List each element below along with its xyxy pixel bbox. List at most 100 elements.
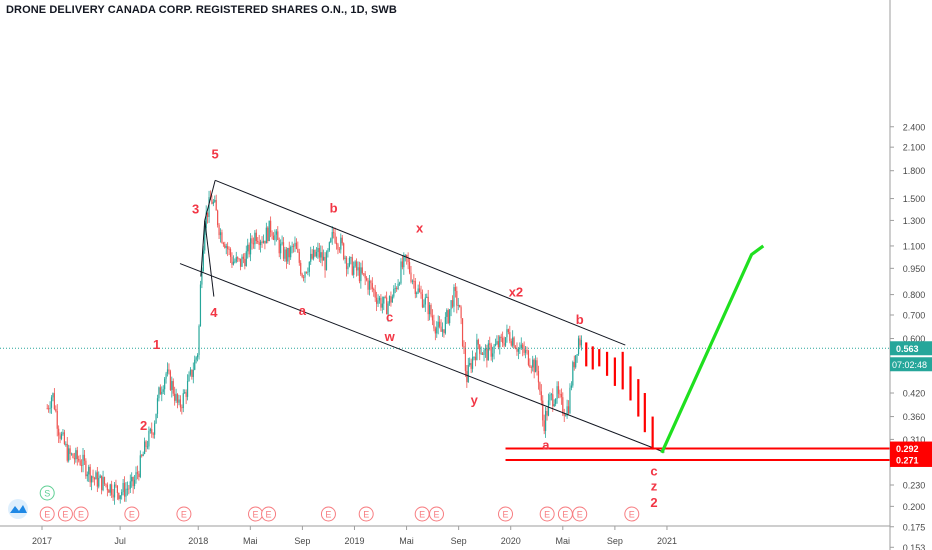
earnings-marker-icon [498, 506, 514, 522]
candle-body [427, 296, 429, 315]
candle-body [576, 354, 578, 356]
candle-body [464, 348, 467, 372]
candle-body [579, 338, 581, 346]
y-tick-label: 0.600 [903, 334, 926, 344]
candle-body [48, 408, 50, 410]
y-tick-label: 0.230 [903, 481, 926, 491]
candle-body [440, 326, 442, 332]
chart-title: DRONE DELIVERY CANADA CORP. REGISTERED S… [6, 4, 397, 16]
logo-circle [8, 499, 28, 519]
candle-body [550, 394, 552, 396]
wave-label: 2 [140, 418, 147, 433]
x-tick-label: Mai [243, 536, 258, 546]
candle-body [224, 244, 226, 248]
candle-body [436, 327, 438, 334]
candle-body [63, 432, 65, 445]
wave-label: 4 [210, 305, 218, 320]
candle-body [338, 249, 340, 251]
x-tick-label: Mai [556, 536, 571, 546]
candle-body [401, 261, 403, 268]
x-tick-label: Mai [399, 536, 414, 546]
level-price-label-bg [890, 452, 932, 467]
wave-label: c [650, 463, 657, 478]
candle-body [257, 240, 259, 243]
candle-body [387, 303, 389, 315]
wave-label: z [651, 478, 658, 493]
wave-line [204, 180, 216, 221]
candle-body [113, 484, 116, 498]
candle-body [524, 350, 527, 353]
candle-body [513, 337, 515, 348]
x-tick-label: 2020 [501, 536, 521, 546]
candle-body [418, 288, 421, 292]
candle-body [573, 362, 575, 368]
candle-body [314, 249, 316, 257]
candle-body [345, 257, 348, 270]
candle-body [135, 472, 137, 480]
candle-body [123, 482, 126, 497]
candle-body [407, 257, 409, 263]
candle-body [212, 201, 214, 204]
candle-body [424, 297, 426, 305]
split-marker-label: S [44, 489, 50, 499]
split-marker-icon [39, 485, 55, 501]
candle-body [255, 232, 257, 241]
candle-body [133, 479, 136, 487]
candle-body [557, 386, 560, 394]
candle-body [543, 420, 545, 431]
y-tick-label: 0.700 [903, 310, 926, 320]
x-tick-label: Sep [294, 536, 310, 546]
earnings-marker-label: E [544, 510, 550, 520]
candle-body [533, 359, 535, 373]
candle-body [537, 371, 540, 383]
earnings-marker-icon [320, 506, 336, 522]
candle-body [328, 242, 330, 251]
candle-body [403, 255, 405, 268]
candle-body [53, 393, 55, 410]
candle-body [327, 250, 329, 253]
candle-body [292, 245, 295, 247]
y-tick-label: 2.400 [903, 122, 926, 132]
candle-body [239, 258, 242, 267]
candle-body [165, 373, 167, 379]
candle-body [73, 457, 76, 460]
candle-body [142, 453, 144, 457]
candle-body [567, 406, 570, 414]
candle-body [507, 329, 509, 333]
candle-body [285, 249, 287, 262]
candle-body [437, 321, 439, 328]
candle-body [474, 356, 477, 360]
candle-body [60, 433, 63, 439]
earnings-marker-label: E [62, 510, 68, 520]
candle-body [516, 348, 518, 352]
candle-body [408, 262, 411, 273]
candle-body [529, 364, 531, 367]
candle-body [373, 288, 375, 291]
candle-body [294, 242, 296, 247]
candle-body [512, 337, 514, 346]
x-tick-label: 2021 [657, 536, 677, 546]
earnings-marker-label: E [253, 510, 259, 520]
candle-body [325, 252, 328, 271]
candle-body [549, 394, 551, 401]
candle-body [66, 443, 68, 461]
candle-body [227, 246, 229, 250]
candle-body [129, 481, 131, 489]
candle-body [410, 272, 412, 282]
x-tick-label: 2018 [188, 536, 208, 546]
candle-body [451, 300, 454, 307]
y-tick-label: 0.153 [903, 543, 926, 550]
earnings-marker-label: E [629, 510, 635, 520]
candle-body [186, 381, 189, 397]
candle-body [390, 296, 392, 303]
candle-body [175, 394, 177, 401]
earnings-marker-icon [39, 506, 55, 522]
candle-body [331, 232, 333, 239]
candle-body [146, 446, 149, 448]
candle-body [355, 261, 358, 271]
candle-body [358, 267, 361, 282]
candle-body [76, 450, 78, 459]
candle-body [354, 261, 356, 267]
